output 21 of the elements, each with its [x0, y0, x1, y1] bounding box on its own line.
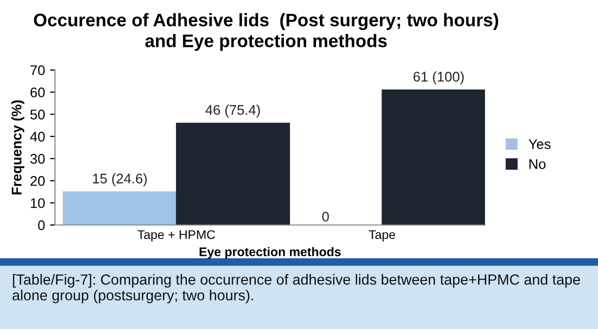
bar: [62, 191, 177, 225]
y-tick-label: 30: [30, 154, 45, 164]
y-tick-label: 40: [30, 132, 45, 142]
y-axis-title: Frequency (%): [11, 100, 24, 194]
chart-title: Occurence of Adhesive lids (Post surgery; two hours) and Eye protection methods: [34, 13, 498, 51]
y-tick-label: 50: [30, 110, 45, 120]
data-label: 46 (75.4): [205, 104, 260, 118]
y-tick-label: 20: [30, 176, 45, 186]
x-tick-label: Tape: [368, 230, 396, 242]
legend-label: Yes: [528, 139, 550, 150]
y-tick-label: 70: [30, 65, 45, 76]
data-label: 0: [322, 212, 329, 222]
y-tick-label: 10: [30, 198, 45, 208]
text: [Table/Fig-7]: Comparing the occurrence of adhesive lids between tape+HPMC and tape alone group (postsurgery; two hours).: [12, 274, 580, 304]
x-tick-label: Tape + HPMC: [138, 230, 215, 242]
data-label: 15 (24.6): [93, 173, 147, 186]
y-tick-label: 0: [38, 220, 45, 230]
y-tick-label: 60: [30, 87, 45, 98]
data-label: 61 (100): [414, 71, 464, 84]
legend-label: No: [529, 159, 546, 169]
x-axis-title: Eye protection methods: [200, 247, 341, 259]
